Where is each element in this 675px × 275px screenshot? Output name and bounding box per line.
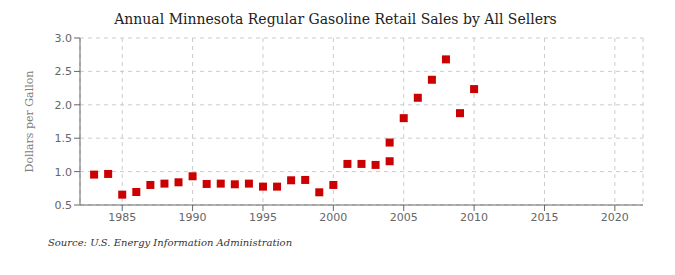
svg-text:0.5: 0.5: [55, 199, 73, 212]
svg-text:2015: 2015: [530, 211, 558, 224]
svg-text:3.0: 3.0: [55, 32, 73, 45]
html-text:Annual Minnesota Regular Gasol: Annual Minnesota Regular Gasoline Retail…: [114, 11, 557, 27]
svg-text:2020: 2020: [601, 211, 629, 224]
svg-text:1990: 1990: [179, 211, 207, 224]
svg-text:2.5: 2.5: [55, 65, 73, 78]
svg-text:2010: 2010: [460, 211, 488, 224]
svg-text:2000: 2000: [319, 211, 347, 224]
svg-text:Dollars per Gallon: Dollars per Gallon: [23, 71, 36, 173]
svg-text:1.5: 1.5: [55, 132, 73, 145]
svg-text:1985: 1985: [108, 211, 136, 224]
svg-text:2.0: 2.0: [55, 99, 73, 112]
html-text:Source: U.S. Energy Informatio: Source: U.S. Energy Information Administ…: [48, 237, 293, 248]
svg-text:1.0: 1.0: [55, 166, 73, 179]
svg-text:1995: 1995: [249, 211, 277, 224]
svg-text:2005: 2005: [390, 211, 418, 224]
